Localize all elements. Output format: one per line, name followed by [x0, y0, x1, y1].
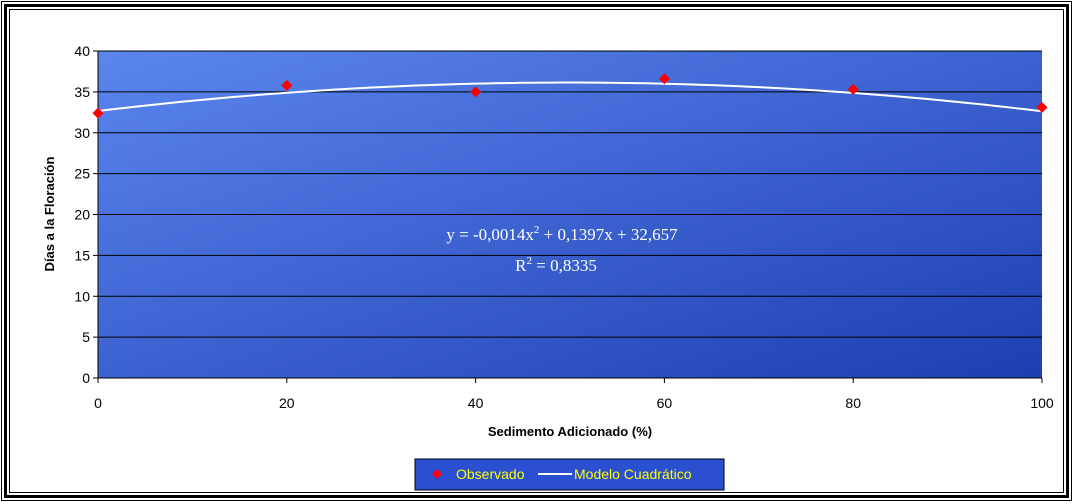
y-tick-label-10: 10 [74, 288, 90, 304]
series-observado [92, 73, 1048, 119]
legend-marker-observado [432, 469, 442, 479]
x-tick-label-20: 20 [279, 395, 295, 411]
y-tick-label-35: 35 [74, 84, 90, 100]
y-tick-label-15: 15 [74, 247, 90, 263]
series-line-modelo-cuadratico [97, 81, 1043, 113]
data-point-observado-60 [658, 73, 670, 85]
y-tick-label-20: 20 [74, 207, 90, 223]
data-point-observado-20 [281, 79, 293, 91]
x-tick-label-40: 40 [468, 395, 484, 411]
x-tick-label-0: 0 [94, 395, 102, 411]
y-axis-title: Días a la Floración [42, 157, 57, 272]
legend-label-observado: Observado [456, 466, 525, 482]
x-tick-label-80: 80 [845, 395, 861, 411]
legend: Observado Modelo Cuadrático [414, 458, 725, 491]
equation-label: y = -0,0014x2 + 0,1397x + 32,657 [446, 224, 678, 244]
data-point-observado-40 [470, 86, 482, 98]
data-point-observado-80 [847, 83, 859, 95]
y-tick-label-5: 5 [82, 329, 90, 345]
y-tick-label-40: 40 [74, 43, 90, 59]
x-tick-label-100: 100 [1030, 395, 1054, 411]
data-point-observado-0 [92, 107, 104, 119]
chart-thick-border [4, 4, 1069, 498]
y-tick-label-30: 30 [74, 125, 90, 141]
y-tick-label-25: 25 [74, 166, 90, 182]
data-point-observado-100 [1036, 101, 1048, 113]
x-axis-title: Sedimento Adicionado (%) [488, 424, 652, 439]
gridlines [98, 50, 1042, 338]
tick-labels: 0 5 10 15 20 25 30 35 40 0 20 40 60 80 100 [74, 43, 1053, 411]
x-tick-label-60: 60 [657, 395, 673, 411]
chart-area [9, 9, 1064, 493]
y-tick-label-0: 0 [82, 370, 90, 386]
r-squared-label: R2 = 0,8335 [515, 255, 597, 275]
legend-label-modelo: Modelo Cuadrático [574, 466, 692, 482]
axes [93, 50, 1043, 383]
